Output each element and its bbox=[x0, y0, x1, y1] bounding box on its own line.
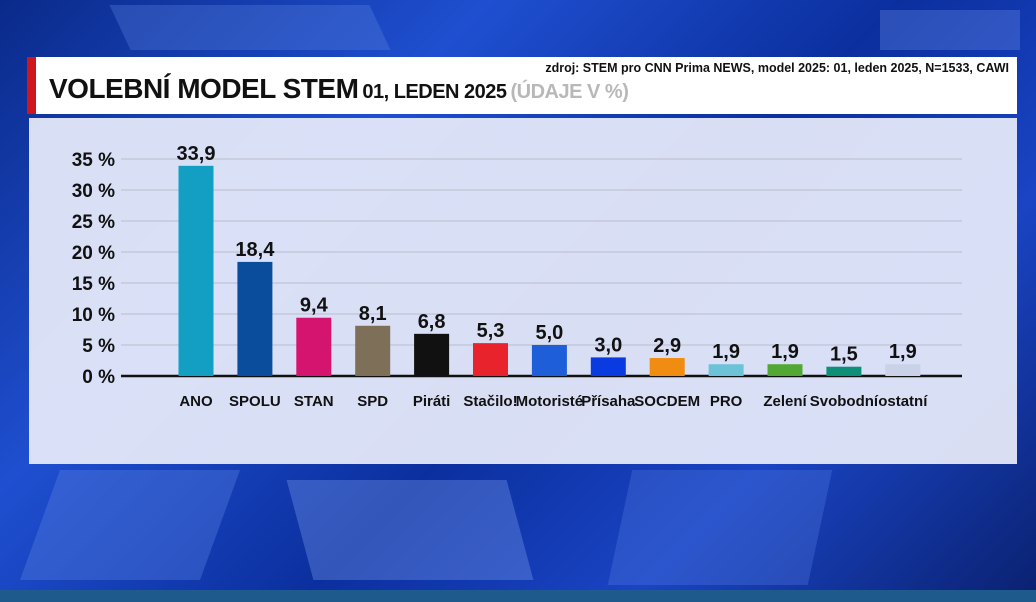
chart-panel: 0 % 5 % 10 % 15 % 20 % 25 % 30 % 35 % 33,9 ANO 18,… bbox=[29, 118, 1017, 464]
bar bbox=[531, 345, 567, 376]
chart-title: VOLEBNÍ MODEL STEM 01, LEDEN 2025 (ÚDAJE… bbox=[49, 73, 629, 105]
bar-value-label: 5,0 bbox=[535, 322, 563, 344]
bar-value-label: 1,9 bbox=[712, 341, 740, 363]
x-category-label: PRO bbox=[710, 393, 743, 410]
y-tick-label: 15 % bbox=[72, 274, 115, 295]
source-note: zdroj: STEM pro CNN Prima NEWS, model 20… bbox=[545, 61, 1009, 75]
bar-value-label: 1,9 bbox=[889, 341, 917, 363]
x-category-label: ANO bbox=[179, 393, 213, 410]
y-tick-label: 25 % bbox=[72, 212, 115, 233]
bar bbox=[826, 366, 862, 376]
y-tick-label: 30 % bbox=[72, 181, 115, 202]
bar bbox=[767, 364, 803, 376]
bar bbox=[296, 317, 332, 376]
chart-header: VOLEBNÍ MODEL STEM 01, LEDEN 2025 (ÚDAJE… bbox=[27, 57, 1017, 114]
y-tick-label: 35 % bbox=[72, 150, 115, 171]
bar-value-label: 8,1 bbox=[359, 303, 387, 325]
x-category-label: Přísaha bbox=[581, 393, 636, 410]
title-unit: (ÚDAJE V %) bbox=[510, 81, 629, 103]
y-tick-label: 5 % bbox=[82, 336, 115, 357]
x-category-label: Zelení bbox=[763, 393, 807, 410]
x-category-label: Stačilo! bbox=[463, 393, 517, 410]
bar-value-label: 5,3 bbox=[477, 320, 505, 342]
bar bbox=[473, 343, 508, 376]
y-tick-label: 20 % bbox=[72, 243, 115, 264]
bar-value-label: 3,0 bbox=[594, 334, 622, 356]
bar bbox=[178, 165, 214, 376]
background-shape bbox=[19, 470, 241, 580]
bar-chart: 0 % 5 % 10 % 15 % 20 % 25 % 30 % 35 % 33,9 ANO 18,… bbox=[72, 143, 962, 410]
background-shape bbox=[109, 5, 391, 50]
bar bbox=[885, 364, 921, 376]
title-main: VOLEBNÍ MODEL STEM bbox=[49, 73, 359, 104]
x-category-label: SPD bbox=[357, 393, 388, 410]
x-category-label: Piráti bbox=[413, 393, 451, 410]
x-category-label: Motoristé bbox=[516, 393, 584, 410]
bar bbox=[414, 333, 450, 376]
bar-value-label: 33,9 bbox=[177, 143, 216, 165]
background-shape bbox=[880, 10, 1020, 50]
bar bbox=[590, 357, 626, 376]
header-accent-bar bbox=[27, 57, 36, 114]
x-category-label: ostatní bbox=[878, 393, 928, 410]
x-category-label: STAN bbox=[294, 393, 334, 410]
bottom-strip bbox=[0, 590, 1036, 602]
bar bbox=[708, 364, 744, 376]
bar-value-label: 1,5 bbox=[830, 344, 858, 366]
bar-value-label: 18,4 bbox=[235, 239, 275, 261]
bar-value-label: 6,8 bbox=[418, 311, 446, 333]
bar bbox=[649, 358, 685, 376]
bar-value-label: 9,4 bbox=[300, 295, 329, 317]
bar bbox=[355, 325, 391, 376]
background-shape bbox=[286, 480, 534, 580]
bar-value-label: 2,9 bbox=[653, 335, 681, 357]
bar-value-label: 1,9 bbox=[771, 341, 799, 363]
x-category-label: SOCDEM bbox=[634, 393, 700, 410]
x-category-label: SPOLU bbox=[229, 393, 281, 410]
title-date: 01, LEDEN 2025 bbox=[362, 81, 507, 103]
y-tick-label: 0 % bbox=[82, 367, 115, 388]
background-shape bbox=[607, 470, 833, 585]
y-tick-label: 10 % bbox=[72, 305, 115, 326]
bar bbox=[237, 261, 273, 376]
x-category-label: Svobodní bbox=[810, 393, 879, 410]
